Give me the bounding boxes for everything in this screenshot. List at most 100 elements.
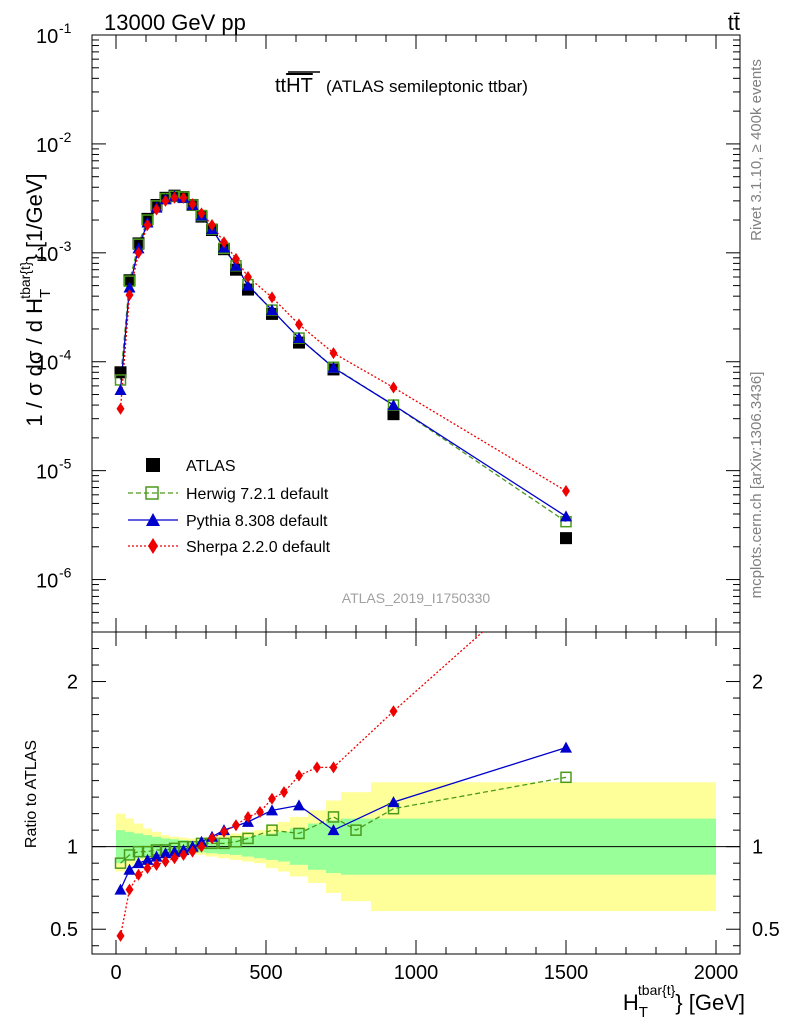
main-marker-sherpa: [389, 381, 398, 394]
rivet-label: Rivet 3.1.10, ≥ 400k events: [748, 59, 765, 241]
ratio-marker-sherpa: [197, 840, 206, 853]
y-ratio-tick-label-right: 2: [752, 672, 763, 694]
ratio-marker-pythia: [327, 824, 340, 836]
x-tick-label: 0: [110, 962, 121, 984]
ratio-marker-pythia: [159, 847, 172, 859]
ratio-marker-pythia: [114, 883, 127, 895]
main-marker-pythia: [242, 279, 254, 291]
tick-labels: 0 500 1000 1500 200010-610-510-410-310-210-1…: [36, 20, 780, 984]
main-marker-pythia: [266, 304, 278, 316]
process-label: tt̄: [728, 10, 740, 35]
ratio-marker-sherpa: [220, 825, 228, 838]
main-marker-atlas: [114, 366, 127, 379]
y-main-tick-exponent: -4: [59, 347, 72, 363]
ratio-marker-sherpa: [329, 761, 338, 774]
ratio-line-sherpa: [119, 632, 484, 936]
ratio-marker-sherpa: [125, 883, 134, 896]
main-marker-sherpa: [329, 347, 338, 360]
ratio-marker-sherpa: [179, 848, 188, 861]
ratio-marker-herwig: [293, 827, 305, 840]
y-main-tick-label: 10: [36, 571, 58, 593]
ratio-marker-pythia: [150, 850, 163, 862]
x-axis-label: HTtbar{t}} [GeV]: [623, 982, 745, 1021]
ratio-uncertainty-bands: [92, 782, 740, 912]
main-marker-pythia: [327, 361, 340, 373]
x-sub: T: [639, 1004, 648, 1021]
main-marker-sherpa: [152, 203, 161, 216]
ratio-marker-sherpa: [280, 786, 288, 799]
main-marker-sherpa: [161, 194, 170, 207]
legend-label-herwig: Herwig 7.2.1 default: [186, 486, 329, 503]
main-marker-sherpa: [562, 485, 570, 498]
ratio-marker-pythia: [560, 741, 572, 753]
series-markers: [114, 189, 572, 942]
main-marker-sherpa: [125, 288, 134, 301]
ratio-marker-herwig: [242, 832, 254, 845]
ratio-marker-sherpa: [143, 862, 152, 875]
legend-marker-atlas: [146, 458, 160, 472]
legend: ATLAS Herwig 7.2.1 default Pythia 8.308 …: [128, 458, 331, 556]
ratio-marker-sherpa: [161, 855, 170, 868]
ratio-marker-herwig: [230, 835, 242, 848]
y-main-sub: T: [37, 289, 54, 298]
ratio-marker-herwig: [266, 824, 278, 836]
plot-title: ttHT (ATLAS semileptonic ttbar): [275, 71, 528, 97]
analysis-label: ATLAS_2019_I1750330: [342, 590, 491, 606]
main-marker-sherpa: [295, 318, 303, 331]
ratio-marker-pythia: [266, 804, 278, 816]
main-marker-sherpa: [188, 198, 197, 211]
main-marker-atlas: [123, 274, 136, 287]
energy-label: 13000 GeV pp: [104, 10, 246, 35]
legend-marker-sherpa: [148, 538, 158, 554]
main-marker-pythia: [560, 510, 572, 522]
main-marker-sherpa: [179, 191, 188, 204]
ratio-marker-pythia: [293, 799, 305, 811]
main-marker-pythia: [230, 259, 242, 271]
ratio-marker-herwig: [560, 771, 572, 784]
svg-text:ttHT: ttHT: [275, 75, 313, 97]
x-tick-label: 1000: [394, 962, 439, 984]
x-tail: } [GeV]: [675, 990, 745, 1015]
svg-text:HTtbar{t}} [GeV]: HTtbar{t}} [GeV]: [623, 982, 745, 1021]
x-tick-label: 1500: [544, 962, 589, 984]
ratio-marker-herwig: [132, 845, 145, 858]
ratio-marker-sherpa: [268, 792, 276, 805]
y-axis-label-ratio: Ratio to ATLAS: [23, 740, 40, 848]
band-green-segment: [143, 835, 152, 857]
ratio-marker-herwig: [218, 837, 230, 850]
ratio-marker-sherpa: [244, 810, 252, 823]
main-marker-sherpa: [232, 252, 240, 265]
main-marker-pythia: [114, 384, 127, 396]
ratio-marker-herwig: [350, 824, 362, 836]
y-main-tick-label: 10: [36, 244, 58, 266]
main-marker-sherpa: [116, 402, 125, 415]
x-text: H: [623, 990, 639, 1015]
y-main-tick-exponent: -5: [59, 456, 72, 472]
main-line-sherpa: [119, 197, 567, 492]
mcplots-label: mcplots.cern.ch [arXiv:1306.3436]: [748, 372, 765, 599]
ratio-marker-sherpa: [232, 819, 240, 832]
ratio-marker-herwig: [123, 849, 136, 861]
y-main-text: 1 / σ dσ / d H: [22, 298, 47, 427]
main-marker-sherpa: [197, 207, 206, 220]
y-main-tick-label: 10: [36, 26, 58, 48]
y-main-tick-exponent: -2: [59, 129, 72, 145]
ratio-marker-sherpa: [295, 769, 303, 782]
ratio-marker-pythia: [387, 796, 400, 808]
main-marker-sherpa: [170, 191, 179, 204]
svg-text:1 / σ dσ / d HTtbar{t}} [1/GeV: 1 / σ dσ / d HTtbar{t}} [1/GeV]: [17, 173, 54, 426]
main-marker-pythia: [123, 281, 136, 293]
y-main-tail: } [1/GeV]: [22, 173, 47, 261]
y-axis-label-main: 1 / σ dσ / d HTtbar{t}} [1/GeV]: [17, 173, 54, 426]
y-ratio-tick-label-left: 2: [67, 672, 78, 694]
legend-label-sherpa: Sherpa 2.2.0 default: [186, 539, 331, 556]
ratio-marker-pythia: [168, 845, 181, 857]
ratio-marker-sherpa: [152, 858, 161, 871]
axis-ticks: [92, 34, 740, 954]
y-main-sup: tbar{t}: [17, 261, 33, 299]
band-green-segment: [134, 833, 143, 859]
main-marker-pythia: [387, 399, 400, 411]
main-marker-atlas: [560, 532, 572, 545]
main-marker-sherpa: [244, 270, 252, 283]
